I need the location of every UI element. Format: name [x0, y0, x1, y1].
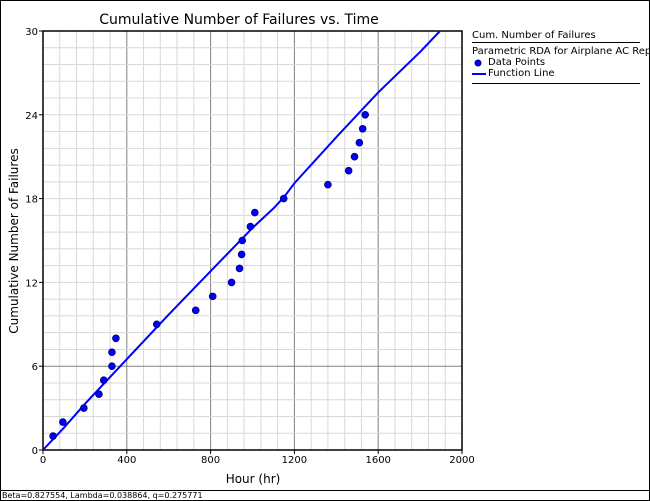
data-point: [344, 166, 353, 175]
data-point: [251, 208, 259, 217]
data-point: [279, 194, 288, 203]
data-point: [191, 306, 200, 315]
data-point: [350, 152, 359, 161]
data-point: [99, 376, 108, 384]
data-point: [235, 264, 244, 273]
data-point: [227, 278, 236, 287]
data-point: [108, 362, 116, 371]
line-marker-icon: [472, 72, 486, 75]
x-tick-label: 1600: [365, 455, 390, 466]
data-point: [355, 138, 364, 147]
y-tick-label: 12: [25, 278, 38, 289]
data-point: [95, 390, 103, 398]
legend-label: Function Line: [488, 68, 555, 79]
y-tick-label: 18: [25, 195, 38, 206]
y-tick-label: 24: [25, 111, 38, 122]
data-point: [324, 180, 332, 189]
x-tick-label: 400: [117, 455, 136, 466]
data-point: [238, 236, 247, 245]
parameter-status-bar: Beta=0.827554, Lambda=0.038864, q=0.2757…: [1, 490, 649, 500]
data-point: [80, 404, 88, 412]
legend-subtitle: Parametric RDA for Airplane AC Repair: [472, 46, 649, 57]
data-point: [112, 334, 120, 343]
data-point: [208, 292, 217, 301]
x-tick-label: 0: [40, 455, 46, 466]
y-tick-label: 30: [25, 27, 38, 38]
legend-item-function-line: Function Line: [472, 68, 649, 79]
x-tick-label: 2000: [449, 455, 474, 466]
x-tick-label: 800: [201, 455, 220, 466]
data-point: [361, 111, 370, 119]
data-point: [49, 432, 57, 440]
data-point: [59, 418, 67, 426]
chart-plot: Cumulative Number of Failures vs. Time H…: [7, 12, 475, 486]
data-point: [108, 348, 116, 357]
data-point: [358, 124, 367, 133]
legend-divider: [472, 79, 640, 84]
data-point: [152, 320, 161, 329]
plot-border: [42, 30, 463, 451]
chart-title: Cumulative Number of Failures vs. Time: [99, 12, 379, 28]
data-point: [246, 222, 255, 231]
y-tick-label: 6: [32, 362, 38, 373]
legend-title: Cum. Number of Failures: [472, 30, 640, 43]
function-line: [42, 30, 441, 451]
x-axis-label: Hour (hr): [226, 472, 281, 486]
legend: Cum. Number of Failures Parametric RDA f…: [472, 30, 649, 84]
data-point: [237, 250, 246, 259]
x-tick-label: 1200: [282, 455, 307, 466]
y-tick-label: 0: [32, 446, 38, 457]
point-marker-icon: [474, 59, 482, 66]
y-axis-label: Cumulative Number of Failures: [7, 148, 21, 333]
legend-item-data-points: Data Points: [472, 57, 649, 68]
legend-label: Data Points: [488, 57, 546, 68]
